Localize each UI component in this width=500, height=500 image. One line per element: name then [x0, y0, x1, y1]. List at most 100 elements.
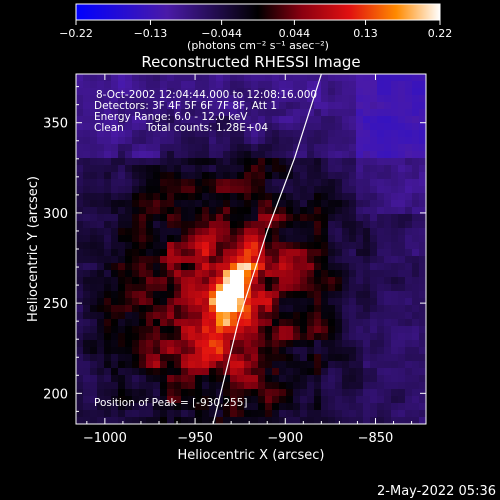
heatmap-cell — [363, 417, 371, 424]
heatmap-cell — [160, 319, 168, 327]
heatmap-cell — [90, 95, 98, 103]
heatmap-cell — [104, 151, 112, 159]
heatmap-cell — [251, 326, 259, 334]
heatmap-cell — [111, 109, 119, 117]
heatmap-cell — [153, 263, 161, 271]
heatmap-cell — [195, 410, 203, 418]
heatmap-cell — [342, 403, 350, 411]
heatmap-cell — [237, 235, 245, 243]
heatmap-cell — [209, 151, 217, 159]
heatmap-cell — [412, 207, 420, 215]
heatmap-cell — [237, 214, 245, 222]
heatmap-cell — [363, 284, 371, 292]
heatmap-cell — [132, 382, 140, 390]
heatmap-cell — [188, 389, 196, 397]
heatmap-cell — [377, 95, 385, 103]
heatmap-cell — [419, 382, 426, 390]
heatmap-cell — [391, 172, 399, 180]
heatmap-cell — [272, 326, 280, 334]
heatmap-cell — [76, 228, 84, 236]
heatmap-cell — [174, 249, 182, 257]
heatmap-cell — [209, 130, 217, 138]
heatmap-cell — [342, 382, 350, 390]
heatmap-cell — [384, 368, 392, 376]
heatmap-cell — [419, 389, 426, 397]
heatmap-cell — [181, 270, 189, 278]
heatmap-cell — [363, 326, 371, 334]
heatmap-cell — [132, 95, 140, 103]
heatmap-cell — [405, 158, 413, 166]
heatmap-cell — [272, 186, 280, 194]
heatmap-cell — [356, 214, 364, 222]
heatmap-cell — [279, 214, 287, 222]
heatmap-cell — [83, 109, 91, 117]
heatmap-cell — [363, 88, 371, 96]
heatmap-cell — [139, 389, 147, 397]
heatmap-cell — [286, 102, 294, 110]
heatmap-cell — [377, 340, 385, 348]
heatmap-cell — [356, 270, 364, 278]
heatmap-cell — [244, 123, 252, 131]
heatmap-cell — [286, 165, 294, 173]
heatmap-cell — [342, 193, 350, 201]
heatmap-cell — [202, 130, 210, 138]
heatmap-cell — [377, 179, 385, 187]
heatmap-cell — [384, 298, 392, 306]
heatmap-cell — [377, 361, 385, 369]
heatmap-cell — [419, 417, 426, 424]
heatmap-cell — [307, 291, 315, 299]
heatmap-cell — [314, 333, 322, 341]
heatmap-cell — [265, 158, 273, 166]
heatmap-cell — [223, 256, 231, 264]
heatmap-cell — [419, 74, 426, 82]
heatmap-cell — [223, 207, 231, 215]
heatmap-cell — [349, 165, 357, 173]
heatmap-cell — [104, 354, 112, 362]
heatmap-cell — [167, 207, 175, 215]
heatmap-cell — [195, 256, 203, 264]
heatmap-cell — [293, 410, 301, 418]
heatmap-cell — [76, 270, 84, 278]
heatmap-cell — [363, 214, 371, 222]
heatmap-cell — [258, 319, 266, 327]
heatmap-cell — [272, 95, 280, 103]
heatmap-cell — [202, 326, 210, 334]
heatmap-cell — [314, 389, 322, 397]
heatmap-cell — [335, 102, 343, 110]
heatmap-cell — [356, 130, 364, 138]
heatmap-cell — [216, 193, 224, 201]
heatmap-cell — [251, 207, 259, 215]
heatmap-cell — [153, 144, 161, 152]
heatmap-cell — [363, 137, 371, 145]
heatmap-cell — [342, 235, 350, 243]
heatmap-cell — [76, 144, 84, 152]
heatmap-cell — [181, 298, 189, 306]
heatmap-cell — [125, 137, 133, 145]
heatmap-cell — [391, 95, 399, 103]
heatmap-cell — [118, 256, 126, 264]
heatmap-cell — [97, 186, 105, 194]
heatmap-cell — [349, 368, 357, 376]
heatmap-cell — [209, 179, 217, 187]
heatmap-cell — [405, 403, 413, 411]
heatmap-cell — [370, 256, 378, 264]
heatmap-cell — [244, 333, 252, 341]
heatmap-cell — [265, 249, 273, 257]
heatmap-cell — [356, 305, 364, 313]
heatmap-cell — [258, 144, 266, 152]
heatmap-cell — [258, 200, 266, 208]
heatmap-cell — [118, 242, 126, 250]
heatmap-cell — [412, 165, 420, 173]
heatmap-cell — [76, 389, 84, 397]
heatmap-cell — [335, 193, 343, 201]
heatmap-cell — [307, 305, 315, 313]
heatmap-cell — [153, 137, 161, 145]
heatmap-cell — [195, 88, 203, 96]
heatmap-cell — [181, 361, 189, 369]
heatmap-cell — [272, 235, 280, 243]
heatmap-cell — [363, 242, 371, 250]
heatmap-cell — [342, 74, 350, 82]
heatmap-cell — [97, 151, 105, 159]
heatmap-cell — [90, 368, 98, 376]
heatmap-cell — [188, 417, 196, 424]
